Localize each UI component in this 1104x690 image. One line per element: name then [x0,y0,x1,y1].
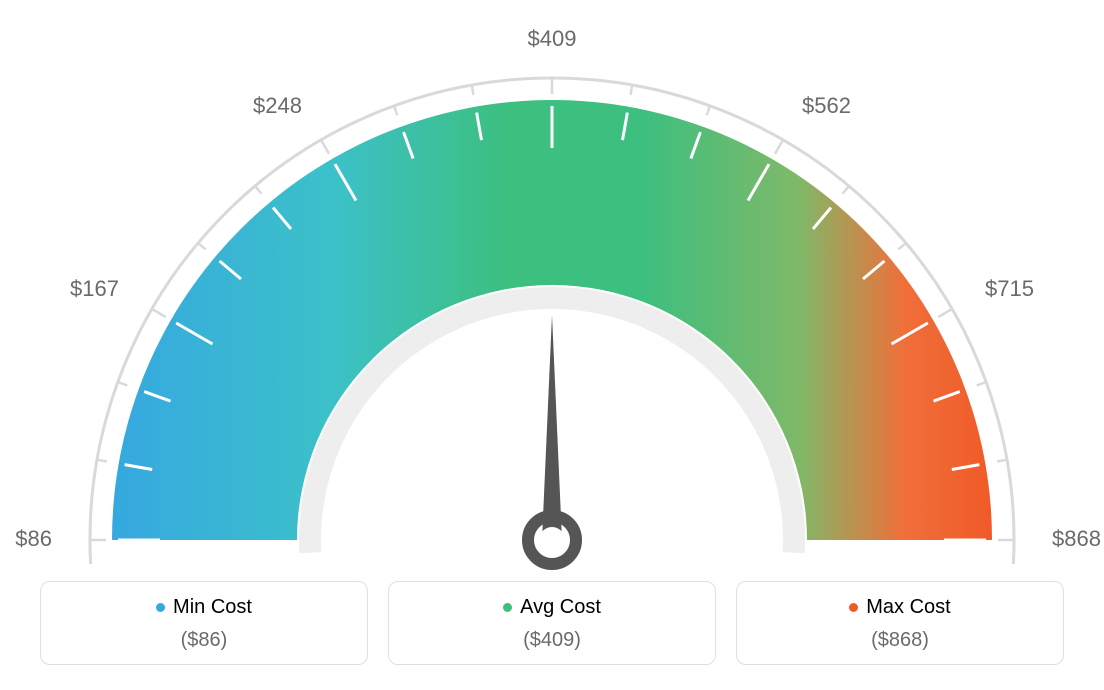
legend-avg-label-group: Avg Cost [503,596,601,619]
gauge-svg: $86 $167 $248 $409 $562 $715 $868 [0,20,1104,580]
legend-max-value: ($868) [747,629,1053,652]
legend-min-dot [156,603,165,612]
svg-text:$248: $248 [253,93,302,118]
cost-gauge-container: $86 $167 $248 $409 $562 $715 $868 Min Cost ($8… [0,0,1104,690]
legend-max-label: Max Cost [866,596,950,619]
svg-text:$715: $715 [985,276,1034,301]
legend-min-label-group: Min Cost [156,596,252,619]
legend-max-box: Max Cost ($868) [736,581,1064,665]
legend-row: Min Cost ($86) Avg Cost ($409) Max Cost … [40,581,1064,665]
legend-avg-value: ($409) [399,629,705,652]
legend-avg-box: Avg Cost ($409) [388,581,716,665]
legend-avg-dot [503,603,512,612]
legend-min-box: Min Cost ($86) [40,581,368,665]
legend-min-value: ($86) [51,629,357,652]
svg-text:$409: $409 [528,26,577,51]
gauge-chart: $86 $167 $248 $409 $562 $715 $868 [0,20,1104,580]
legend-min-label: Min Cost [173,596,252,619]
svg-text:$562: $562 [802,93,851,118]
svg-text:$167: $167 [70,276,119,301]
legend-max-label-group: Max Cost [849,596,950,619]
legend-avg-label: Avg Cost [520,596,601,619]
svg-text:$868: $868 [1052,526,1101,551]
svg-text:$86: $86 [15,526,52,551]
legend-max-dot [849,603,858,612]
